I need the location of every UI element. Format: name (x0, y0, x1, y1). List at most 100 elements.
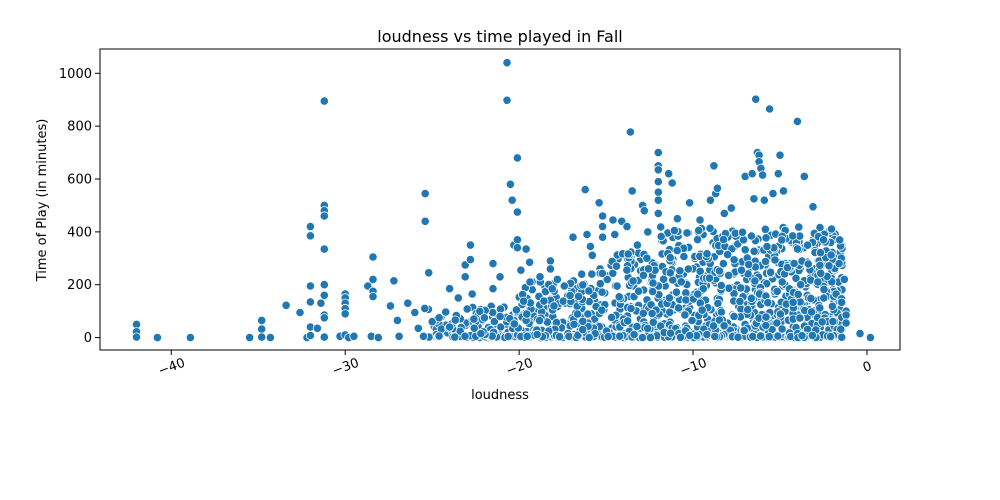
scatter-point (789, 258, 799, 269)
scatter-point (420, 216, 430, 226)
scatter-point (488, 258, 498, 269)
scatter-point (827, 301, 838, 311)
scatter-point (316, 298, 326, 308)
y-tick-label: 1000 (59, 67, 92, 82)
scatter-point (816, 268, 826, 278)
scatter-point (587, 269, 597, 279)
scatter-point (453, 293, 463, 303)
scatter-point (819, 293, 829, 303)
scatter-point (420, 303, 430, 313)
scatter-point (802, 240, 813, 250)
scatter-point (865, 332, 876, 343)
scatter-point (584, 286, 594, 296)
scatter-point (712, 183, 723, 193)
scatter-point (611, 261, 622, 271)
scatter-point (568, 232, 578, 242)
y-tick-label: 0 (84, 331, 92, 346)
scatter-point (368, 274, 378, 284)
scatter-point (554, 332, 565, 342)
scatter-point (762, 242, 772, 252)
scatter-point (671, 287, 682, 297)
scatter-point (569, 319, 579, 329)
scatter-point (545, 256, 556, 266)
scatter-point (692, 235, 703, 245)
scatter-point (424, 268, 434, 278)
scatter-point (462, 304, 472, 314)
scatter-point (583, 309, 593, 319)
scatter-point (643, 227, 653, 237)
scatter-point (737, 227, 748, 237)
scatter-point (777, 277, 787, 287)
scatter-point (582, 229, 592, 240)
scatter-point (434, 331, 444, 341)
scatter-point (597, 287, 607, 297)
scatter-point (653, 177, 663, 187)
scatter-point (559, 281, 569, 291)
scatter-point (608, 215, 618, 225)
scatter-point (722, 250, 733, 260)
scatter-point (479, 313, 489, 323)
scatter-point (839, 274, 849, 284)
scatter-point (647, 286, 658, 297)
scatter-point (825, 331, 836, 342)
y-tick-label: 800 (67, 120, 92, 135)
scatter-point (521, 244, 531, 254)
x-axis: −40 −30 −20 −10 0 (156, 350, 874, 379)
scatter-point (420, 189, 430, 199)
scatter-point (265, 332, 275, 343)
scatter-point (578, 324, 588, 335)
scatter-point (697, 305, 707, 315)
scatter-point (319, 96, 329, 106)
scatter-point (638, 308, 648, 318)
scatter-point (495, 311, 505, 321)
scatter-point (807, 330, 818, 340)
scatter-point (836, 324, 846, 334)
scatter-point (403, 298, 413, 308)
scatter-point (705, 195, 716, 205)
scatter-point (726, 203, 736, 213)
scatter-point (744, 259, 754, 270)
scatter-point (750, 276, 760, 286)
scatter-point (427, 317, 437, 327)
scatter-point (672, 214, 683, 224)
scatter-point (444, 284, 455, 294)
y-tick-label: 200 (67, 278, 92, 293)
scatter-point (502, 58, 512, 68)
scatter-point (716, 307, 727, 317)
scatter-point (778, 186, 789, 196)
scatter-point (572, 309, 583, 319)
scatter-point (545, 264, 556, 274)
scatter-point (647, 308, 657, 319)
scatter-point (602, 274, 612, 284)
scatter-point (534, 315, 545, 326)
scatter-point (818, 235, 829, 245)
scatter-point (673, 303, 684, 313)
y-tick-label: 600 (67, 173, 92, 188)
scatter-point (502, 95, 512, 105)
scatter-point (747, 169, 757, 179)
scatter-point (518, 296, 529, 306)
scatter-point (185, 332, 195, 343)
scatter-point (465, 240, 475, 250)
scatter-point (516, 265, 526, 275)
scatter-point (806, 293, 816, 303)
scatter-point (257, 315, 267, 325)
scatter-point (729, 255, 739, 265)
scatter-point (524, 257, 535, 267)
scatter-point (368, 252, 378, 262)
scatter-point (772, 286, 782, 296)
scatter-point (665, 268, 675, 278)
scatter-point (578, 316, 588, 326)
scatter-point (512, 153, 523, 163)
scatter-point (708, 321, 719, 331)
scatter-point (797, 331, 807, 341)
scatter-point (505, 179, 515, 189)
scatter-point (489, 316, 499, 327)
scatter-point (632, 240, 643, 250)
scatter-point (319, 244, 329, 254)
scatter-point (623, 249, 633, 259)
scatter-point (319, 211, 329, 221)
scatter-point (795, 313, 805, 323)
scatter-point (565, 290, 575, 300)
scatter-point (793, 289, 803, 299)
